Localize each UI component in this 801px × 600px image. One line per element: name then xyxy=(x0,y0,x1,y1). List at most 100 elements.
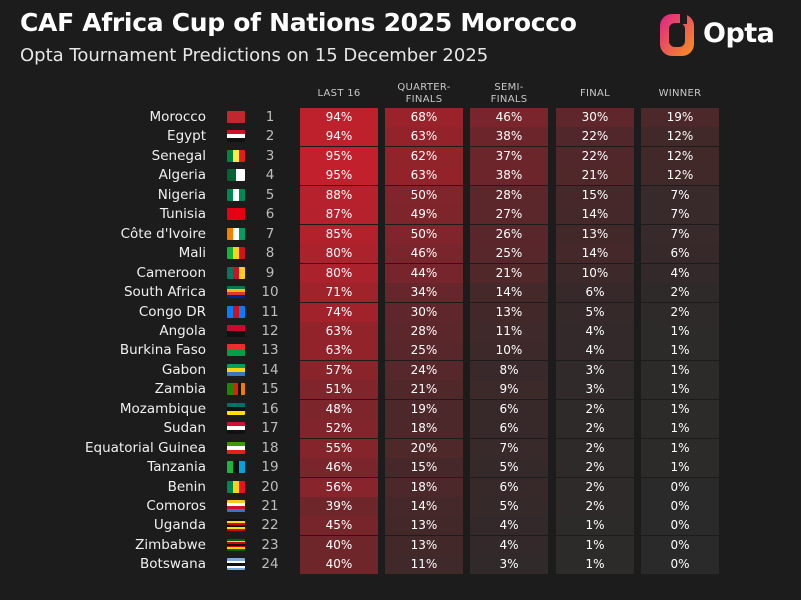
rank-number: 17 xyxy=(261,420,279,437)
prob-cell: 14% xyxy=(556,244,634,264)
prob-cell: 6% xyxy=(470,477,548,497)
column-header-4: FINAL xyxy=(579,88,611,99)
prob-cell: 4% xyxy=(470,516,548,536)
prob-cell: 13% xyxy=(470,302,548,322)
prob-cell: 0% xyxy=(641,555,719,575)
rank-number: 5 xyxy=(265,186,275,203)
zambia-flag-icon xyxy=(227,383,245,396)
comoros-flag-icon xyxy=(227,500,245,512)
table-row: Congo DR 11 74% 30% 13% 5% 2% xyxy=(0,302,801,322)
table-row: Mozambique 16 48% 19% 6% 2% 1% xyxy=(0,399,801,419)
prob-cell: 48% xyxy=(300,399,378,419)
prob-cell: 94% xyxy=(300,108,378,127)
prob-cell: 39% xyxy=(300,497,378,516)
prob-cell: 3% xyxy=(556,380,634,400)
prob-cell: 12% xyxy=(641,146,719,166)
prob-cell: 63% xyxy=(300,321,378,341)
table-row: Burkina Faso 13 63% 25% 10% 4% 1% xyxy=(0,341,801,361)
prob-cell: 95% xyxy=(300,146,378,166)
column-header-3: SEMI- FINALS xyxy=(490,82,528,105)
prob-cell: 18% xyxy=(385,419,463,439)
prob-cell: 44% xyxy=(385,263,463,283)
prob-cell: 28% xyxy=(385,321,463,341)
prob-cell: 80% xyxy=(300,244,378,264)
prob-cell: 88% xyxy=(300,185,378,205)
prob-cell: 37% xyxy=(470,146,548,166)
zimbabwe-flag-icon xyxy=(227,538,245,551)
prob-cell: 45% xyxy=(300,516,378,536)
prob-cell: 46% xyxy=(385,244,463,264)
rank-number: 8 xyxy=(265,245,275,262)
rank-number: 4 xyxy=(265,167,275,184)
prob-cell: 63% xyxy=(385,166,463,186)
prob-cell: 94% xyxy=(300,127,378,147)
prob-cell: 6% xyxy=(470,399,548,419)
prob-cell: 28% xyxy=(470,185,548,205)
prob-cell: 12% xyxy=(641,166,719,186)
prob-cell: 26% xyxy=(470,224,548,244)
prob-cell: 55% xyxy=(300,438,378,458)
table-row: Zimbabwe 23 40% 13% 4% 1% 0% xyxy=(0,535,801,555)
prob-cell: 5% xyxy=(470,458,548,478)
botswana-flag-icon xyxy=(227,558,245,571)
prob-cell: 18% xyxy=(385,477,463,497)
rank-number: 1 xyxy=(265,109,275,125)
prob-cell: 4% xyxy=(470,535,548,555)
team-name: Angola xyxy=(159,322,206,339)
rank-number: 20 xyxy=(261,478,279,495)
column-header-5: WINNER xyxy=(658,88,702,99)
tanzania-flag-icon xyxy=(227,461,245,474)
mali-flag-icon xyxy=(227,247,245,260)
prob-cell: 10% xyxy=(556,263,634,283)
prob-cell: 21% xyxy=(470,263,548,283)
team-name: Equatorial Guinea xyxy=(85,439,206,456)
prob-cell: 22% xyxy=(556,127,634,147)
prob-cell: 24% xyxy=(385,360,463,380)
rank-number: 9 xyxy=(265,264,275,281)
team-name: Zimbabwe xyxy=(135,536,206,553)
morocco-flag-icon xyxy=(227,111,245,123)
rank-number: 10 xyxy=(261,284,279,301)
table-row: Comoros 21 39% 14% 5% 2% 0% xyxy=(0,497,801,516)
south-africa-flag-icon xyxy=(227,286,245,299)
prob-cell: 40% xyxy=(300,535,378,555)
prob-cell: 2% xyxy=(556,458,634,478)
table-row: Zambia 15 51% 21% 9% 3% 1% xyxy=(0,380,801,400)
rank-number: 7 xyxy=(265,225,275,242)
page-subtitle: Opta Tournament Predictions on 15 Decemb… xyxy=(20,45,489,66)
table-row: Côte d'Ivoire 7 85% 50% 26% 13% 7% xyxy=(0,224,801,244)
prob-cell: 2% xyxy=(641,283,719,303)
team-name: Zambia xyxy=(154,381,206,398)
rank-number: 12 xyxy=(261,322,279,339)
prob-cell: 3% xyxy=(470,555,548,575)
prob-cell: 7% xyxy=(641,205,719,225)
prob-cell: 74% xyxy=(300,302,378,322)
prob-cell: 6% xyxy=(556,283,634,303)
rank-number: 24 xyxy=(261,556,279,573)
cameroon-flag-icon xyxy=(227,266,245,279)
prob-cell: 1% xyxy=(556,555,634,575)
prob-cell: 6% xyxy=(470,419,548,439)
table-row: Equatorial Guinea 18 55% 20% 7% 2% 1% xyxy=(0,438,801,458)
team-name: Benin xyxy=(167,478,206,495)
prob-cell: 1% xyxy=(641,341,719,361)
benin-flag-icon xyxy=(227,480,245,493)
rank-number: 3 xyxy=(265,147,275,164)
prob-cell: 22% xyxy=(556,146,634,166)
prob-cell: 1% xyxy=(641,360,719,380)
team-name: Algeria xyxy=(158,167,206,184)
prob-cell: 27% xyxy=(470,205,548,225)
table-row: Mali 8 80% 46% 25% 14% 6% xyxy=(0,244,801,264)
prob-cell: 87% xyxy=(300,205,378,225)
prob-cell: 12% xyxy=(641,127,719,147)
team-name: Gabon xyxy=(161,361,206,378)
prob-cell: 21% xyxy=(556,166,634,186)
prob-cell: 1% xyxy=(641,419,719,439)
team-name: South Africa xyxy=(123,284,206,301)
team-name: Mali xyxy=(178,245,206,262)
table-row: Egypt 2 94% 63% 38% 22% 12% xyxy=(0,127,801,147)
prob-cell: 1% xyxy=(641,321,719,341)
tunisia-flag-icon xyxy=(227,208,245,221)
table-row: Morocco 1 94% 68% 46% 30% 19% xyxy=(0,108,801,127)
prob-cell: 30% xyxy=(385,302,463,322)
